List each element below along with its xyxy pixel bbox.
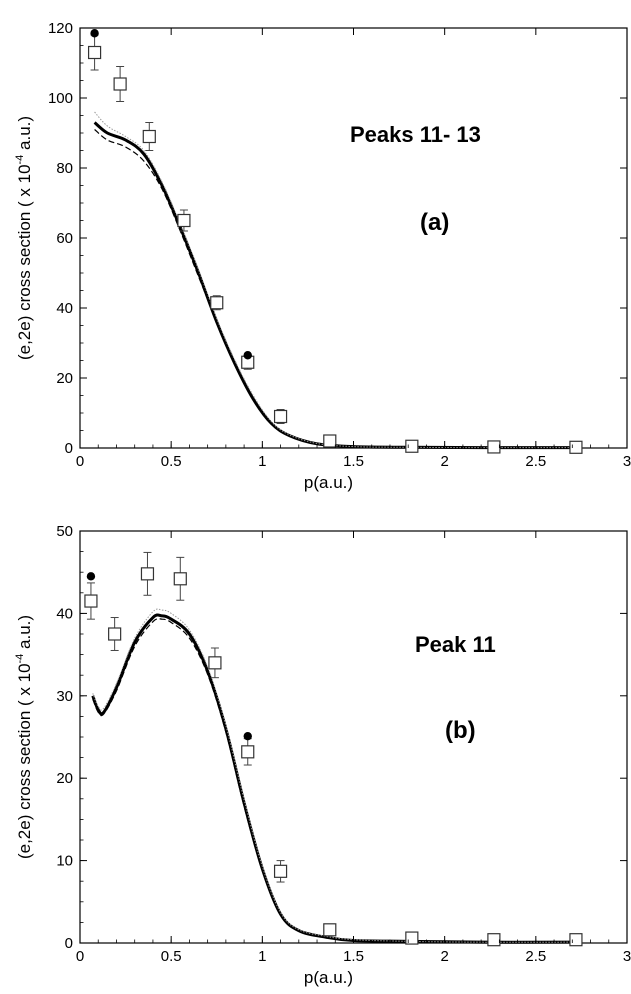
- x-tick-label-a: 1.5: [343, 453, 364, 470]
- plot-frame-b: [79, 530, 628, 944]
- plot-frame-a: [79, 27, 628, 449]
- x-tick-label-a: 1: [258, 453, 266, 470]
- panel-title-a: Peaks 11- 13: [350, 122, 481, 147]
- data-point-circle-b: [243, 731, 252, 741]
- data-point-square-a: [405, 439, 419, 453]
- x-tick-label-a: 3: [623, 453, 631, 470]
- panel-b: Peak 11 (b) p(a.u.) (e,2e) cross section…: [14, 523, 631, 987]
- data-point-square-b: [173, 572, 187, 586]
- data-point-square-b: [405, 931, 419, 945]
- data-point-square-a: [113, 77, 127, 91]
- data-point-square-b: [140, 567, 155, 581]
- y-tick-label-b: 0: [65, 935, 73, 952]
- x-tick-label-b: 1.5: [343, 948, 364, 965]
- data-point-square-b: [108, 627, 122, 641]
- series-thick-solid-a: [93, 121, 573, 450]
- data-point-square-a: [273, 409, 288, 424]
- x-axis-label-a: p(a.u.): [304, 473, 353, 492]
- x-tick-label-a: 0: [76, 453, 84, 470]
- y-tick-label-b: 40: [56, 605, 73, 622]
- data-point-circle-a: [90, 29, 99, 38]
- data-point-circle-b: [86, 572, 96, 581]
- series-thick-solid-b: [91, 613, 573, 944]
- data-point-circle-a: [243, 351, 252, 360]
- x-tick-label-b: 0.5: [161, 948, 182, 965]
- y-tick-label-b: 50: [56, 523, 73, 540]
- data-point-square-b: [84, 594, 98, 608]
- data-point-square-a: [87, 45, 102, 60]
- y-tick-label-a: 60: [56, 230, 73, 247]
- x-tick-label-b: 2.5: [525, 948, 546, 965]
- x-tick-label-b: 2: [440, 948, 448, 965]
- data-point-square-a: [210, 296, 224, 310]
- y-tick-label-a: 40: [56, 300, 73, 317]
- x-tick-label-a: 2: [440, 453, 448, 470]
- series-thin-grey-b: [92, 608, 573, 943]
- data-point-square-b: [241, 745, 255, 759]
- series-thin-grey-a: [94, 111, 573, 449]
- y-tick-label-b: 30: [56, 688, 73, 705]
- y-tick-label-b: 10: [56, 853, 73, 870]
- series-dashed-a: [94, 129, 573, 449]
- x-tick-label-b: 3: [623, 948, 631, 965]
- data-point-square-a: [177, 213, 191, 228]
- y-tick-label-b: 20: [56, 770, 73, 787]
- panel-a: Peaks 11- 13 (a) p(a.u.) (e,2e) cross se…: [14, 20, 631, 492]
- panel-label-b: (b): [445, 717, 476, 744]
- y-axis-label-a: (e,2e) cross section ( x 10-4 a.u.): [14, 116, 34, 360]
- data-point-square-b: [323, 923, 337, 937]
- panel-title-b: Peak 11: [415, 632, 496, 657]
- data-point-square-b: [208, 656, 222, 670]
- x-tick-label-b: 0: [76, 948, 84, 965]
- data-point-square-b: [569, 933, 583, 947]
- data-point-square-b: [273, 864, 288, 878]
- x-tick-label-b: 1: [258, 948, 266, 965]
- x-axis-label-b: p(a.u.): [304, 968, 353, 987]
- y-axis-label-b: (e,2e) cross section ( x 10-4 a.u.): [14, 615, 34, 859]
- data-point-square-a: [323, 434, 337, 448]
- panel-label-a: (a): [420, 209, 449, 236]
- y-tick-label-a: 0: [65, 440, 73, 457]
- data-point-square-a: [142, 129, 156, 144]
- y-tick-label-a: 100: [48, 90, 73, 107]
- data-point-square-b: [487, 933, 501, 947]
- data-point-square-a: [487, 440, 501, 454]
- series-dashed-b: [92, 618, 573, 943]
- y-tick-label-a: 20: [56, 370, 73, 387]
- data-point-square-a: [569, 440, 583, 454]
- y-tick-label-a: 120: [48, 20, 73, 37]
- x-tick-label-a: 2.5: [525, 453, 546, 470]
- x-tick-label-a: 0.5: [161, 453, 182, 470]
- y-tick-label-a: 80: [56, 160, 73, 177]
